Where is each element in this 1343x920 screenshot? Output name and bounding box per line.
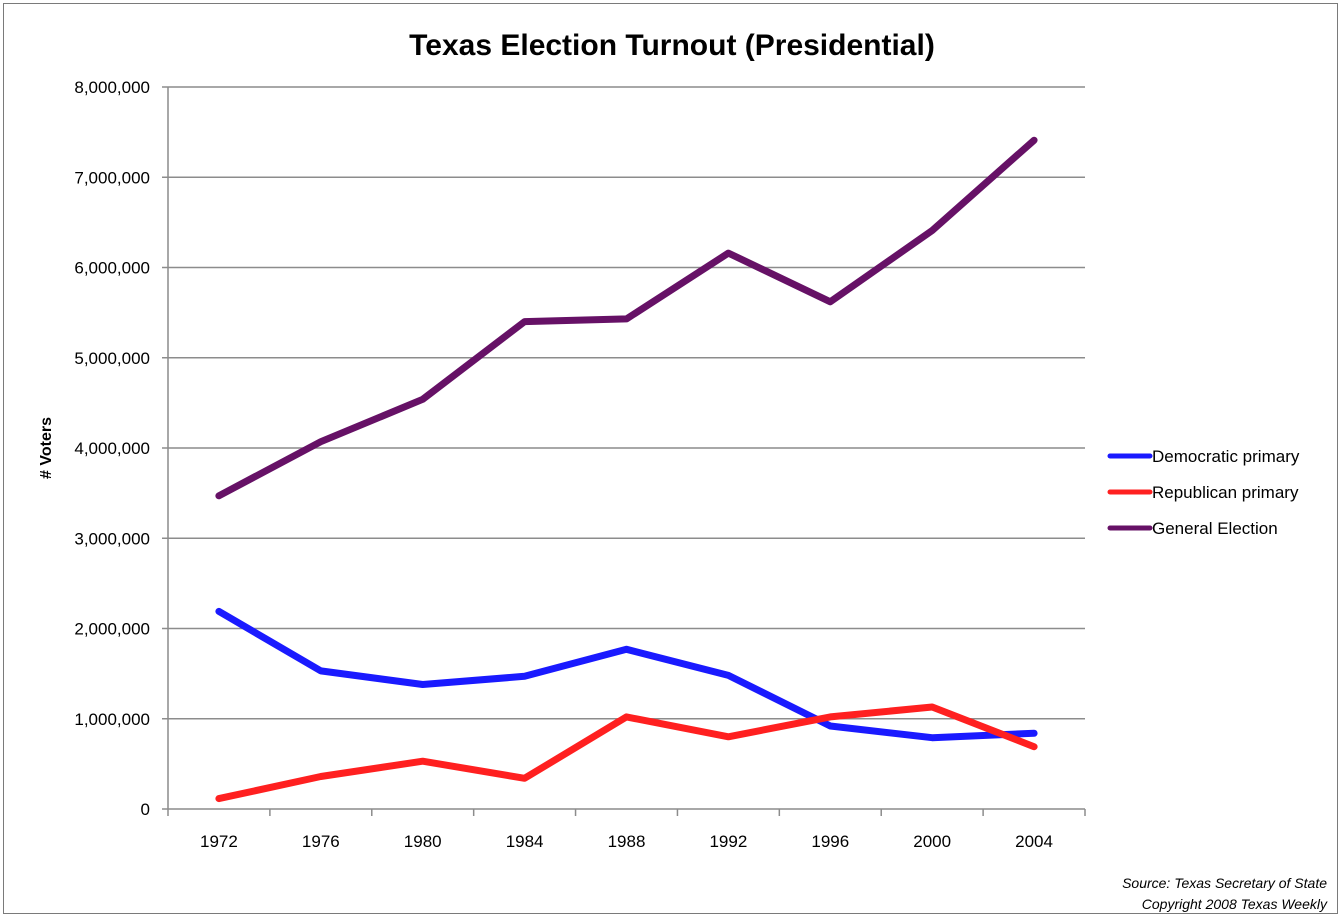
data-point xyxy=(930,228,935,233)
data-point xyxy=(624,714,629,719)
data-point xyxy=(1032,138,1037,143)
legend-label: Republican primary xyxy=(1152,483,1299,502)
x-tick-label: 1988 xyxy=(608,832,646,851)
y-tick-label: 3,000,000 xyxy=(74,529,150,548)
data-point xyxy=(828,714,833,719)
data-point xyxy=(1032,744,1037,749)
data-point xyxy=(930,735,935,740)
grid-lines xyxy=(168,86,1085,720)
x-tick-label: 1984 xyxy=(506,832,544,851)
data-point xyxy=(216,493,221,498)
legend-label: General Election xyxy=(1152,519,1278,538)
x-tick-label: 1976 xyxy=(302,832,340,851)
data-point xyxy=(318,439,323,444)
data-point xyxy=(420,682,425,687)
y-tick-label: 8,000,000 xyxy=(74,78,150,97)
data-point xyxy=(726,673,731,678)
x-tick-label: 2004 xyxy=(1015,832,1053,851)
x-tick-label: 2000 xyxy=(913,832,951,851)
y-tick-label: 0 xyxy=(141,800,150,819)
source-credit: Source: Texas Secretary of State xyxy=(1122,875,1327,891)
data-point xyxy=(522,776,527,781)
x-tick-label: 1996 xyxy=(811,832,849,851)
data-point xyxy=(522,319,527,324)
axes xyxy=(162,86,1086,816)
x-tick-label: 1992 xyxy=(709,832,747,851)
x-tick-label: 1972 xyxy=(200,832,238,851)
y-tick-label: 5,000,000 xyxy=(74,349,150,368)
data-point xyxy=(318,774,323,779)
data-point xyxy=(420,397,425,402)
data-point xyxy=(726,734,731,739)
data-point xyxy=(318,668,323,673)
data-point xyxy=(1032,731,1037,736)
series-line-1 xyxy=(215,703,1038,803)
data-point xyxy=(216,609,221,614)
x-tick-label: 1980 xyxy=(404,832,442,851)
legend: Democratic primary Republican primary Gene… xyxy=(1107,447,1300,538)
data-point xyxy=(828,723,833,728)
chart-title: Texas Election Turnout (Presidential) xyxy=(409,29,935,62)
y-tick-label: 1,000,000 xyxy=(74,710,150,729)
data-point xyxy=(216,796,221,801)
data-point xyxy=(930,705,935,710)
series-lines xyxy=(215,136,1038,803)
y-tick-label: 7,000,000 xyxy=(74,168,150,187)
data-point xyxy=(624,316,629,321)
data-point xyxy=(420,759,425,764)
y-tick-labels: 0 1,000,000 2,000,000 3,000,000 4,000,000 5,0… xyxy=(74,78,150,819)
y-tick-label: 6,000,000 xyxy=(74,259,150,278)
data-point xyxy=(828,299,833,304)
copyright-credit: Copyright 2008 Texas Weekly xyxy=(1142,896,1328,912)
x-tick-labels: 1972 1976 1980 1984 1988 1992 1996 2000 2004 xyxy=(200,832,1053,851)
y-tick-label: 4,000,000 xyxy=(74,439,150,458)
data-point xyxy=(624,647,629,652)
data-point xyxy=(726,251,731,256)
legend-label: Democratic primary xyxy=(1152,447,1300,466)
y-axis-label: # Voters xyxy=(38,417,55,479)
data-point xyxy=(522,674,527,679)
y-tick-label: 2,000,000 xyxy=(74,620,150,639)
